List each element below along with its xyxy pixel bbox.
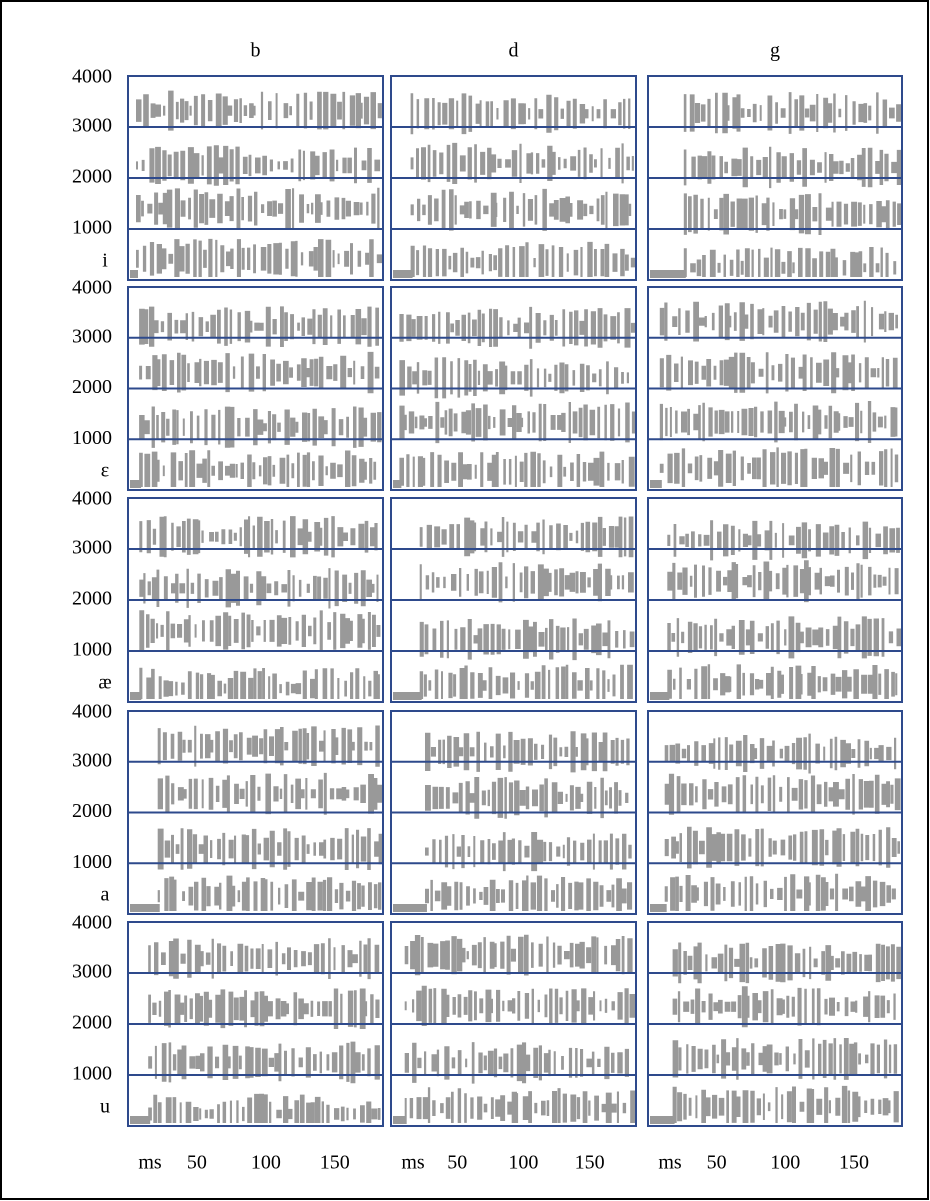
spectrogram (650, 300, 899, 488)
y-tick-label: 4000 (72, 488, 112, 510)
column-label: b (251, 40, 261, 62)
spectrogram (650, 942, 901, 1124)
spectrogram (650, 520, 903, 700)
x-tick-label: 100 (770, 1152, 800, 1174)
x-axis-label: ms (138, 1152, 162, 1174)
spectral-energy (130, 725, 383, 912)
y-tick-label: 1000 (72, 1063, 112, 1085)
spectrogram (393, 934, 636, 1124)
panel-border (127, 921, 384, 1127)
y-tick-label: 4000 (72, 912, 112, 934)
x-tick-label: 50 (447, 1152, 467, 1174)
y-tick-label: 4000 (72, 66, 112, 88)
y-tick-label: 4000 (72, 701, 112, 723)
spectral-energy (393, 934, 636, 1124)
y-tick-label: 2000 (72, 376, 112, 398)
y-tick-label: 2000 (72, 1012, 112, 1034)
row-label: u (100, 1096, 110, 1118)
spectrogram (650, 92, 902, 278)
x-tick-label: 150 (839, 1152, 869, 1174)
spectral-energy (130, 90, 383, 278)
y-tick-label: 1000 (72, 217, 112, 239)
row-label: a (101, 884, 110, 906)
y-tick-label: 2000 (72, 800, 112, 822)
y-tick-label: 2000 (72, 166, 112, 188)
panel-border (647, 497, 903, 703)
panel-border (390, 710, 637, 915)
panel-border (390, 921, 637, 1127)
spectrogram (130, 725, 383, 912)
spectral-energy (130, 938, 381, 1124)
spectral-energy (650, 300, 899, 488)
panel-border (390, 75, 637, 281)
panel-border (390, 286, 637, 491)
panel-border (127, 75, 384, 281)
spectrogram (393, 731, 633, 912)
spectral-energy (130, 306, 382, 488)
spectral-energy (650, 733, 901, 912)
row-label: ε (101, 460, 109, 482)
y-tick-label: 3000 (72, 325, 112, 347)
y-tick-label: 3000 (72, 537, 112, 559)
spectral-energy (393, 516, 635, 700)
spectrogram (130, 90, 383, 278)
panel-border (647, 75, 903, 281)
x-tick-label: 100 (251, 1152, 281, 1174)
x-tick-label: 150 (575, 1152, 605, 1174)
y-tick-label: 3000 (72, 749, 112, 771)
column-label: d (509, 40, 519, 62)
panel-border (647, 286, 903, 491)
y-tick-label: 2000 (72, 588, 112, 610)
spectrogram (130, 516, 381, 700)
y-tick-label: 1000 (72, 427, 112, 449)
x-axis-label: ms (658, 1152, 682, 1174)
x-tick-label: 150 (320, 1152, 350, 1174)
panel-border (127, 497, 384, 703)
spectrogram (650, 733, 901, 912)
panel-border (647, 710, 903, 915)
spectral-energy (393, 306, 636, 488)
spectral-energy (393, 731, 633, 912)
spectrogram (130, 306, 382, 488)
y-tick-label: 1000 (72, 851, 112, 873)
x-tick-label: 50 (187, 1152, 207, 1174)
y-tick-label: 3000 (72, 115, 112, 137)
spectral-energy (130, 516, 381, 700)
x-tick-label: 50 (707, 1152, 727, 1174)
spectrogram (393, 516, 635, 700)
spectral-energy (650, 942, 901, 1124)
y-tick-label: 1000 (72, 639, 112, 661)
y-tick-label: 3000 (72, 961, 112, 983)
spectral-energy (650, 520, 903, 700)
panel-border (390, 497, 637, 703)
column-label: g (770, 40, 780, 62)
y-tick-label: 4000 (72, 277, 112, 299)
spectrogram (393, 306, 636, 488)
panel-border (127, 286, 384, 491)
panel-border (647, 921, 903, 1127)
panel-border (127, 710, 384, 915)
row-label: i (102, 250, 108, 272)
x-axis-label: ms (401, 1152, 425, 1174)
spectrogram (393, 93, 636, 278)
spectrogram (130, 938, 381, 1124)
spectral-energy (650, 92, 902, 278)
x-tick-label: 100 (508, 1152, 538, 1174)
spectral-energy (393, 93, 636, 278)
row-label: æ (98, 672, 111, 694)
